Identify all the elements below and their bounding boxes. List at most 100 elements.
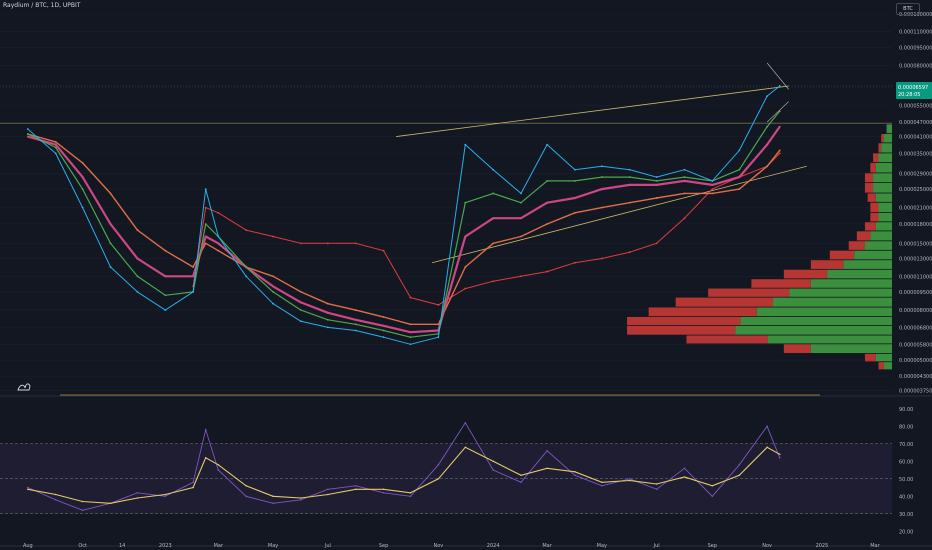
rsi-pane[interactable] [0,421,892,515]
price-series-point [600,165,603,168]
price-series-point [778,152,781,155]
wedge-line-lower [766,101,789,123]
price-series-point [574,261,576,264]
price-series-point [272,285,274,288]
rsi-series-line[interactable] [27,421,781,511]
price-series-point [272,235,274,238]
volume-profile-bar-down [867,193,876,202]
rsi-series-point [520,474,522,477]
rsi-series-point [738,463,741,466]
price-series-point [217,211,220,214]
rsi-series-point [766,446,768,449]
rsi-series-point [711,495,714,498]
price-series-point [136,290,139,293]
rsi-series-point [192,481,194,484]
rsi-series-line[interactable] [27,446,780,504]
time-tick-label: Mar [870,543,880,549]
volume-profile-bar-up [875,353,892,362]
rsi-series-point [437,463,440,466]
price-series-point [109,192,112,195]
time-tick-label: Jul [653,543,660,549]
price-series-point [778,85,781,87]
price-series-line[interactable] [27,110,781,338]
rsi-series-point [327,493,329,496]
time-tick-label: Sep [379,543,388,549]
rsi-series-point [327,488,329,491]
price-series-point [192,290,195,293]
price-series-point [217,242,220,245]
price-series-point [409,331,412,334]
price-series-point [354,318,357,321]
price-series-point [204,206,207,209]
price-pane[interactable] [0,62,892,391]
rsi-series-point [409,495,412,498]
volume-profile-bar-up [854,250,892,260]
price-series-point [464,201,467,204]
price-series-point [492,280,495,283]
rsi-series-point [574,474,576,477]
rsi-tick-label: 50.00 [899,477,913,483]
price-series-point [326,326,329,329]
price-series-point [492,242,495,245]
last-price-tag-bg [896,81,932,99]
price-series-point [574,197,576,199]
rsi-series-point [136,491,139,494]
volume-profile-bar-down [686,335,768,344]
price-series-line[interactable] [27,85,781,345]
price-series-line[interactable] [27,126,781,334]
rsi-tick-label: 30.00 [899,512,913,518]
price-series-point [711,188,714,190]
rsi-series-point [437,477,440,480]
rsi-series-point [382,488,385,491]
price-series-point [778,149,781,152]
price-series-point [492,217,495,220]
price-series-point [136,257,139,260]
rsi-series-point [245,484,247,487]
volume-profile-bar-up [875,222,892,231]
price-tick-label: 0.000011000 [899,274,932,280]
price-series-point [409,336,412,339]
price-series-point [766,165,769,168]
last-price-value: 0.00006597 [898,85,928,91]
rsi-series-point [54,493,57,496]
rsi-series-point [601,484,603,487]
rsi-series-point [272,502,274,505]
time-tick-label: Oct [78,543,87,549]
currency-button[interactable]: BTC [896,3,920,15]
price-series-point [245,275,248,278]
price-series-point [354,242,357,245]
price-series-point [738,176,741,178]
rsi-series-point [464,421,467,424]
volume-profile-bar-up [810,279,892,288]
price-series-point [546,180,548,182]
price-series-line[interactable] [27,133,781,325]
rsi-series-point [655,488,658,491]
volume-profile-bar-up [773,297,892,307]
volume-profile-bar-down [848,241,865,250]
price-tick-label: 0.000021000 [899,206,932,212]
price-series-point [520,235,522,238]
price-series-point [136,229,139,231]
price-series-point [409,343,412,346]
price-series-point [520,192,522,195]
price-series-point [354,309,357,312]
rsi-series-point [546,467,548,470]
rsi-tick-label: 80.00 [899,424,913,430]
price-series-point [778,125,781,128]
price-series-point [778,110,781,113]
symbol-title: Raydium / BTC, 1D, UPBIT [3,2,81,9]
price-series-point [546,270,548,273]
price-series-point [245,266,248,268]
volume-profile [627,124,892,370]
price-series-point [628,168,631,171]
volume-profile-bar-down [783,344,811,354]
rsi-series-point [766,425,768,428]
price-series-line[interactable] [192,153,781,306]
volume-profile-bar-up [873,182,892,193]
rsi-series-point [272,495,274,498]
volume-profile-bar-down [856,231,871,241]
price-series-point [164,294,167,297]
volume-profile-bar-down [864,173,874,183]
